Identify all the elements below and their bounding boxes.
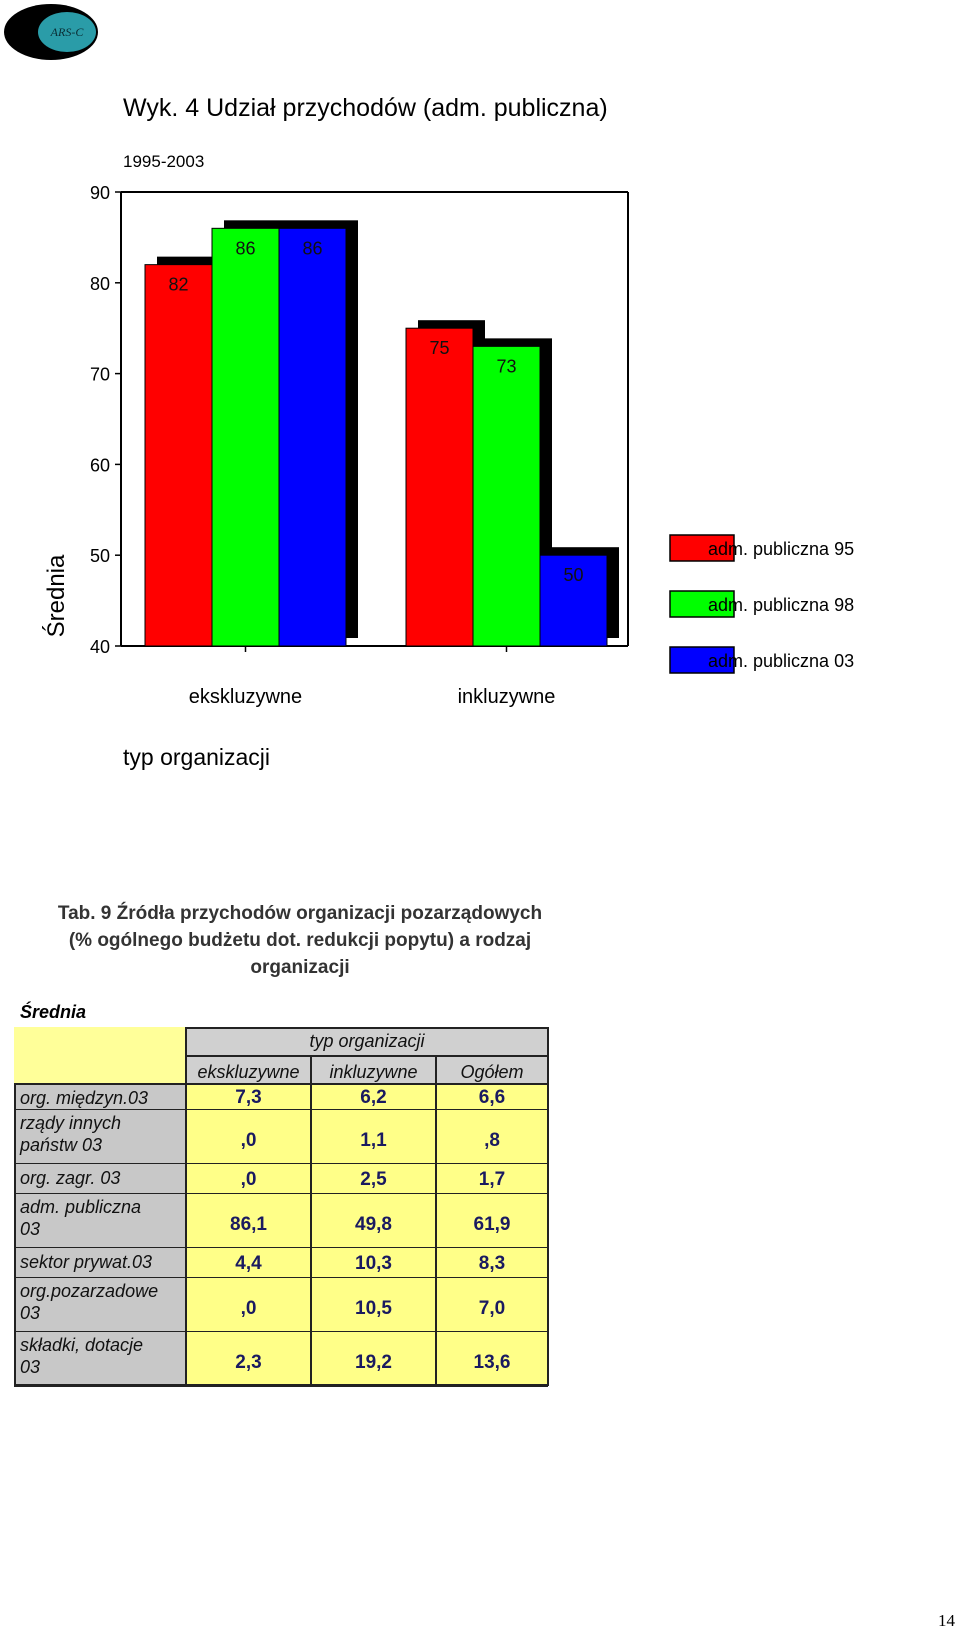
row-label: adm. publiczna 03 (14, 1194, 186, 1248)
table-cell: 4,4 (186, 1248, 311, 1278)
data-label: 82 (168, 275, 188, 295)
header-divider (186, 1055, 548, 1057)
y-tick-label: 40 (90, 637, 110, 657)
ars-c-logo: ARS-C (4, 4, 98, 60)
caption-line: (% ogólnego budżetu dot. redukcji popytu… (68, 930, 532, 951)
caption-line: organizacji (250, 957, 350, 978)
table-left-border (14, 1084, 16, 1386)
row-label: rządy innych państw 03 (14, 1110, 186, 1164)
row-label: składki, dotacje 03 (14, 1332, 186, 1386)
caption-line: Tab. 9 Źródła przychodów organizacji poz… (57, 903, 543, 924)
data-label: 50 (563, 565, 583, 585)
bar (539, 554, 608, 647)
crosstab-table: typ organizacji ekskluzywne inkluzywne Ogół… (14, 1027, 558, 1390)
y-tick-label: 70 (90, 365, 110, 385)
x-tick-label: ekskluzywne (189, 686, 302, 708)
data-label: 73 (496, 356, 516, 376)
table-cell: 6,6 (436, 1084, 548, 1110)
table-cell: 2,3 (186, 1332, 311, 1386)
legend-label: adm. publiczna 95 (708, 539, 854, 559)
column-header: Ogółem (436, 1056, 548, 1084)
row-label: org.pozarzadowe 03 (14, 1278, 186, 1332)
table-cell: 6,2 (311, 1084, 436, 1110)
chart-title: Wyk. 4 Udział przychodów (adm. publiczna… (123, 94, 608, 122)
table-cell: ,0 (186, 1164, 311, 1194)
legend-label: adm. publiczna 03 (708, 651, 854, 671)
y-tick-label: 80 (90, 274, 110, 294)
table-cell: 10,3 (311, 1248, 436, 1278)
label-column-border (185, 1027, 187, 1386)
y-axis-label: Średnia (42, 554, 70, 637)
table-cell: 49,8 (311, 1194, 436, 1248)
table-cell: 86,1 (186, 1194, 311, 1248)
table-cell: 13,6 (436, 1332, 548, 1386)
table-stat-label: Średnia (20, 1002, 87, 1022)
table-cell: 61,9 (436, 1194, 548, 1248)
legend-swatch (669, 646, 735, 674)
table-cell: 19,2 (311, 1332, 436, 1386)
table-bottom-border (14, 1384, 548, 1386)
y-tick-label: 90 (90, 183, 110, 203)
table-cell: 1,1 (311, 1110, 436, 1164)
group-header: typ organizacji (186, 1027, 548, 1056)
table-cell: 8,3 (436, 1248, 548, 1278)
x-tick-label: inkluzywne (458, 686, 556, 708)
x-axis-label: typ organizacji (123, 744, 271, 770)
data-label: 86 (235, 238, 255, 258)
row-label: org. zagr. 03 (14, 1164, 186, 1194)
table-cell: 10,5 (311, 1278, 436, 1332)
table-cell: 7,0 (436, 1278, 548, 1332)
data-label: 86 (302, 238, 322, 258)
page-number: 14 (938, 1611, 955, 1630)
row-label: sektor prywat.03 (14, 1248, 186, 1278)
bar (278, 227, 347, 647)
table-cell: 7,3 (186, 1084, 311, 1110)
row-divider (14, 1385, 548, 1387)
logo-text: ARS-C (38, 12, 96, 52)
bar (405, 327, 474, 647)
y-tick-label: 60 (90, 455, 110, 475)
table-cell: ,0 (186, 1110, 311, 1164)
data-label: 75 (429, 338, 449, 358)
header-bottom-border (14, 1083, 548, 1085)
column-header: inkluzywne (311, 1056, 436, 1084)
y-tick-label: 50 (90, 546, 110, 566)
table-right-border (547, 1027, 549, 1386)
bar (211, 227, 280, 647)
legend-swatch (669, 534, 735, 562)
header-corner (14, 1027, 186, 1084)
column-divider (310, 1056, 312, 1386)
bar (144, 264, 213, 647)
legend-swatch (669, 590, 735, 618)
chart-subtitle: 1995-2003 (123, 152, 205, 171)
table-cell: ,0 (186, 1278, 311, 1332)
table-cell: ,8 (436, 1110, 548, 1164)
table-cell: 1,7 (436, 1164, 548, 1194)
bar (472, 345, 541, 647)
column-header: ekskluzywne (186, 1056, 311, 1084)
legend-label: adm. publiczna 98 (708, 595, 854, 615)
bar-chart: 90 80 70 60 50 40 Średnia 82 86 86 ekskluzywne 75 73… (42, 183, 854, 708)
table-top-border (186, 1027, 548, 1029)
row-label: org. międzyn.03 (14, 1084, 186, 1110)
column-divider (435, 1056, 437, 1386)
table-cell: 2,5 (311, 1164, 436, 1194)
